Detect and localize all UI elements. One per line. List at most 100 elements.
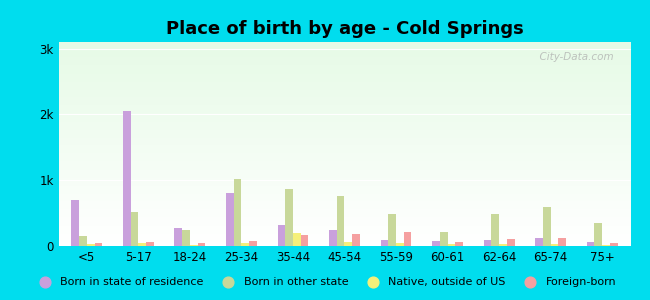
Bar [58,45,630,46]
Bar [58,196,630,197]
Bar [58,201,630,202]
Bar [396,243,404,246]
Bar [58,138,630,139]
Bar [94,243,102,246]
Bar [344,242,352,246]
Bar [58,97,630,98]
Bar [123,111,131,246]
Bar [499,244,507,246]
Bar [58,60,630,62]
Text: City-Data.com: City-Data.com [533,52,614,62]
Bar [329,230,337,246]
Bar [58,42,630,43]
Bar [58,210,630,211]
Bar [58,81,630,82]
Bar [58,99,630,100]
Bar [58,110,630,111]
Bar [58,86,630,87]
Bar [448,244,455,246]
Bar [58,221,630,223]
Bar [602,245,610,246]
Bar [551,244,558,246]
Bar [58,80,630,81]
Bar [58,162,630,164]
Bar [58,183,630,184]
Bar [58,239,630,240]
Bar [278,225,285,246]
Bar [58,96,630,97]
Bar [58,184,630,185]
Bar [58,160,630,161]
Bar [249,242,257,246]
Bar [58,87,630,88]
Bar [58,61,630,62]
Bar [58,53,630,54]
Bar [58,204,630,205]
Bar [58,85,630,86]
Bar [58,70,630,72]
Bar [58,64,630,65]
Bar [58,161,630,162]
Bar [58,240,630,241]
Bar [58,119,630,121]
Bar [174,228,182,246]
Bar [58,122,630,123]
Bar [58,245,630,246]
Bar [58,243,630,244]
Bar [58,63,630,64]
Bar [58,109,630,110]
Bar [58,169,630,170]
Bar [58,178,630,179]
Bar [58,215,630,216]
Bar [58,229,630,230]
Bar [58,116,630,118]
Bar [432,241,440,246]
Bar [58,130,630,131]
Bar [58,232,630,233]
Bar [484,240,491,246]
Bar [491,214,499,246]
Bar [58,133,630,134]
Bar [58,223,630,224]
Bar [58,209,630,210]
Bar [293,233,301,246]
Bar [58,101,630,102]
Bar [58,172,630,174]
Bar [58,84,630,85]
Bar [58,179,630,180]
Bar [58,244,630,245]
Bar [595,223,602,246]
Bar [440,232,448,246]
Bar [58,174,630,175]
Bar [58,128,630,129]
Bar [58,141,630,142]
Bar [58,47,630,48]
Bar [58,65,630,67]
Bar [58,132,630,133]
Bar [58,126,630,127]
Bar [58,230,630,231]
Bar [58,185,630,186]
Bar [58,214,630,215]
Bar [58,190,630,191]
Bar [58,195,630,196]
Bar [146,242,154,246]
Bar [58,88,630,89]
Bar [58,216,630,217]
Bar [58,114,630,116]
Bar [58,153,630,154]
Bar [58,218,630,220]
Bar [58,74,630,75]
Bar [58,46,630,47]
Bar [58,118,630,119]
Bar [198,243,205,246]
Bar [58,213,630,214]
Bar [58,94,630,95]
Bar [58,134,630,135]
Bar [58,107,630,108]
Bar [190,245,198,246]
Bar [58,43,630,44]
Bar [58,90,630,91]
Bar [58,189,630,190]
Bar [58,92,630,93]
